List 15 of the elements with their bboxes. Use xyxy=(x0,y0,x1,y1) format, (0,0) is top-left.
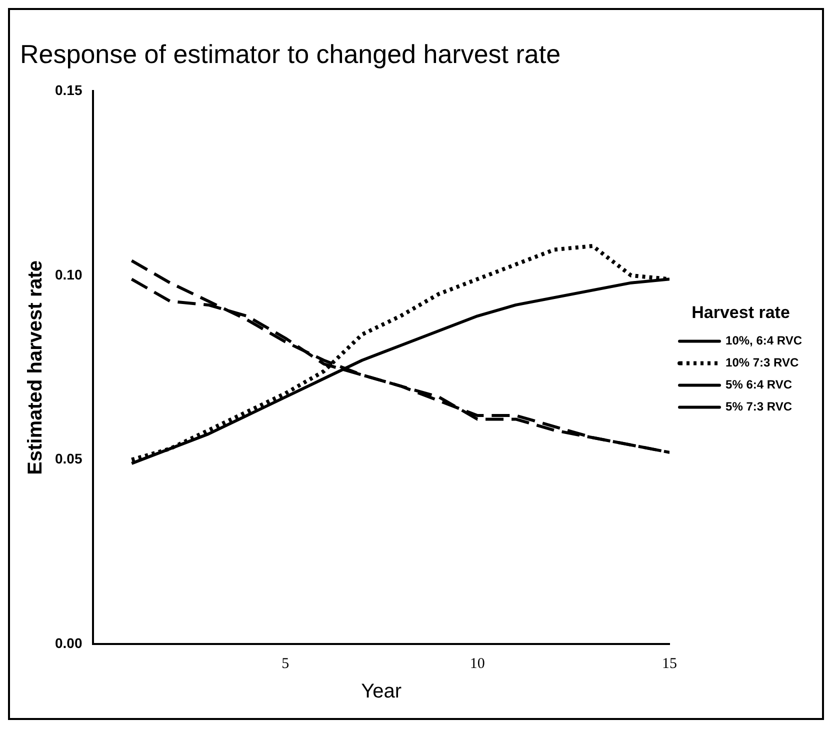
legend-label: 5% 6:4 RVC xyxy=(726,378,792,392)
legend-label: 10%, 6:4 RVC xyxy=(726,334,802,348)
y-tick-label: 0.05 xyxy=(55,450,82,467)
x-tick-label: 5 xyxy=(282,656,290,672)
y-tick-label: 0.00 xyxy=(55,634,82,651)
y-axis-title: Estimated harvest rate xyxy=(24,260,47,475)
legend-label: 5% 7:3 RVC xyxy=(726,400,792,414)
legend-title: Harvest rate xyxy=(692,302,790,322)
x-tick-label: 10 xyxy=(470,656,485,672)
x-tick-label: 15 xyxy=(662,656,678,672)
y-tick-label: 0.15 xyxy=(55,82,82,98)
legend-label: 10% 7:3 RVC xyxy=(726,356,799,370)
chart-title: Response of estimator to changed harvest rate xyxy=(20,38,561,69)
y-tick-label: 0.10 xyxy=(55,266,82,282)
x-axis-title: Year xyxy=(361,680,402,703)
